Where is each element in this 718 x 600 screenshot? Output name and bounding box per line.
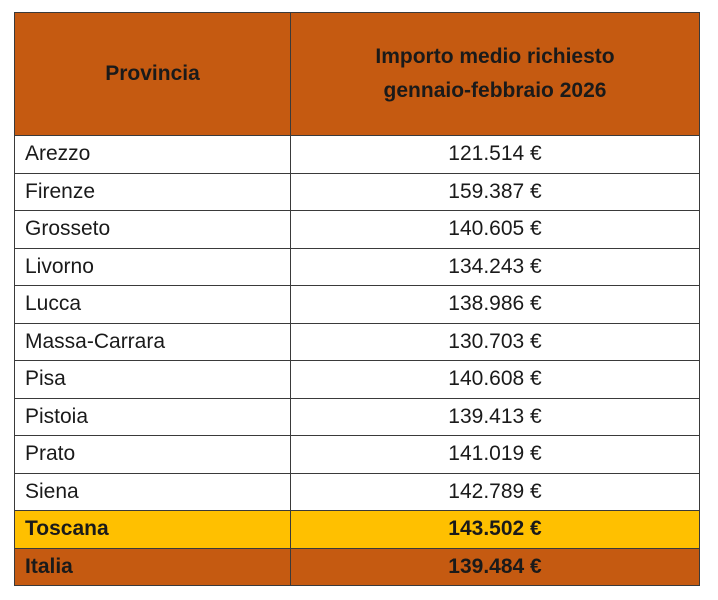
table-row: Pistoia 139.413 € — [14, 397, 700, 436]
amount-cell: 139.484 € — [290, 547, 700, 586]
header-line: Importo medio richiesto — [375, 45, 615, 68]
amount-cell: 141.019 € — [290, 435, 700, 474]
amount-cell: 159.387 € — [290, 172, 700, 211]
table-container: Provincia Importo medio richiesto gennaio… — [14, 12, 700, 586]
amount-cell: 139.413 € — [290, 397, 700, 436]
header-cell: Provincia — [14, 12, 291, 136]
table-row: Firenze 159.387 € — [14, 172, 700, 211]
header-cell: Importo medio richiesto gennaio-febbraio … — [290, 12, 700, 136]
province-cell: Siena — [14, 472, 291, 511]
table-row: Lucca 138.986 € — [14, 285, 700, 324]
table-header: Provincia Importo medio richiesto gennaio… — [14, 12, 700, 136]
province-cell: Grosseto — [14, 210, 291, 249]
province-cell: Livorno — [14, 247, 291, 286]
province-cell: Arezzo — [14, 135, 291, 174]
amount-cell: 134.243 € — [290, 247, 700, 286]
province-cell: Massa-Carrara — [14, 322, 291, 361]
amount-cell: 140.605 € — [290, 210, 700, 249]
header-row: Provincia Importo medio richiesto gennaio… — [14, 12, 700, 136]
table-row: Italia 139.484 € — [14, 547, 700, 586]
table-body: Arezzo 121.514 € Firenze 159.387 € Grosseto 1… — [14, 135, 700, 586]
amount-cell: 130.703 € — [290, 322, 700, 361]
table-row: Grosseto 140.605 € — [14, 210, 700, 249]
table-row: Massa-Carrara 130.703 € — [14, 322, 700, 361]
province-cell: Pisa — [14, 360, 291, 399]
table-row: Livorno 134.243 € — [14, 247, 700, 286]
table-row: Siena 142.789 € — [14, 472, 700, 511]
province-cell: Prato — [14, 435, 291, 474]
amount-cell: 121.514 € — [290, 135, 700, 174]
province-cell: Toscana — [14, 510, 291, 549]
amount-cell: 143.502 € — [290, 510, 700, 549]
data-table: Provincia Importo medio richiesto gennaio… — [14, 12, 700, 586]
amount-cell: 140.608 € — [290, 360, 700, 399]
header-line: gennaio-febbraio 2026 — [383, 79, 607, 102]
table-row: Prato 141.019 € — [14, 435, 700, 474]
table-row: Arezzo 121.514 € — [14, 135, 700, 174]
amount-cell: 142.789 € — [290, 472, 700, 511]
province-cell: Italia — [14, 547, 291, 586]
amount-cell: 138.986 € — [290, 285, 700, 324]
province-cell: Firenze — [14, 172, 291, 211]
province-cell: Pistoia — [14, 397, 291, 436]
province-cell: Lucca — [14, 285, 291, 324]
table-row: Pisa 140.608 € — [14, 360, 700, 399]
table-row: Toscana 143.502 € — [14, 510, 700, 549]
